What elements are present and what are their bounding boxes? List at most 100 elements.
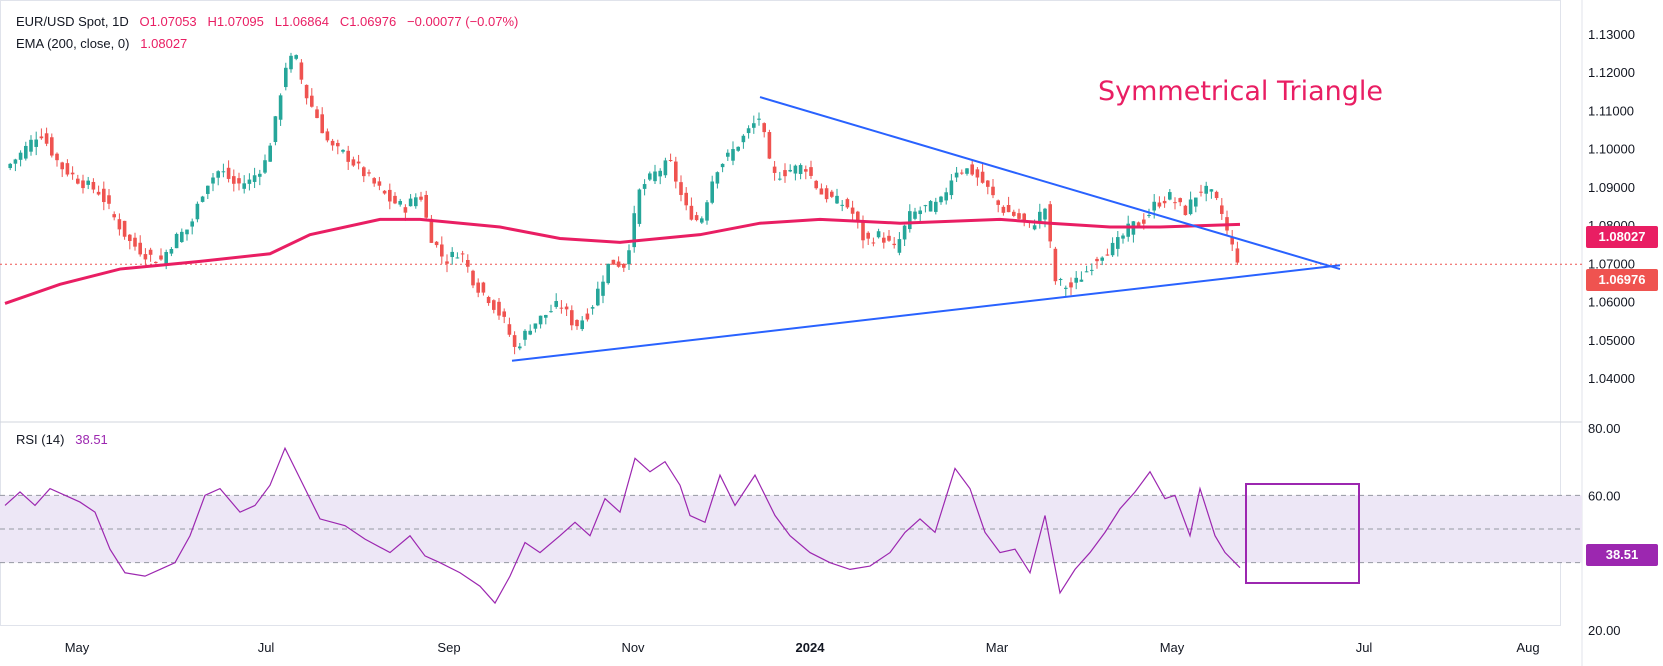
candle-body [29, 139, 33, 152]
candle-body [887, 235, 891, 241]
candle-body [356, 161, 361, 164]
candle-body [736, 146, 740, 151]
candle-body [434, 241, 439, 246]
candle-body [1188, 199, 1193, 215]
candle-body [382, 190, 387, 194]
candle-body [689, 205, 694, 220]
candle-body [996, 200, 1000, 205]
rsi-axis-ticks: 20.00 60.00 80.00 [1588, 421, 1621, 638]
candle-body [330, 140, 335, 146]
candle-body [195, 203, 200, 220]
candle-body [221, 171, 226, 173]
candle-body [1022, 213, 1026, 221]
candle-body [44, 133, 49, 144]
candle-body [1126, 223, 1130, 237]
candle-body [486, 297, 491, 304]
candle-body [154, 261, 158, 264]
candle-body [273, 116, 278, 143]
candle-body [819, 188, 824, 195]
candle-body [960, 172, 964, 174]
candle-body [720, 163, 725, 168]
candle-body [117, 219, 122, 230]
candle-body [190, 221, 194, 227]
price-tick-label: 1.07000 [1588, 256, 1635, 271]
candle-body [403, 207, 408, 213]
candle-body [554, 301, 558, 307]
candle-body [1053, 248, 1058, 282]
candle-body [752, 123, 756, 128]
candle-body [492, 300, 496, 310]
candle-body [523, 330, 527, 340]
candle-body [642, 184, 647, 189]
time-tick-label: May [1160, 640, 1185, 655]
triangle-lower-trendline[interactable] [511, 264, 1341, 362]
candle-body [471, 270, 475, 286]
candle-body [1199, 191, 1203, 193]
candle-body [1006, 205, 1011, 213]
candle-body [559, 307, 564, 309]
time-tick-label: Jul [258, 640, 275, 655]
candle-body [861, 220, 865, 241]
candle-body [986, 180, 990, 187]
candle-body [741, 135, 746, 143]
candle-body [1095, 258, 1099, 262]
candle-body [247, 179, 252, 184]
candle-body [622, 263, 626, 268]
low-value: L1.06864 [274, 14, 329, 29]
ema-header: EMA (200, close, 0) 1.08027 [16, 36, 187, 51]
candle-body [367, 172, 371, 174]
ema-label: EMA (200, close, 0) [16, 36, 130, 51]
candle-body [788, 169, 792, 172]
candle-body [8, 163, 12, 169]
candle-body [1084, 271, 1089, 273]
candle-body [731, 149, 735, 161]
rsi-tick-label: 60.00 [1588, 488, 1621, 503]
candle-body [549, 311, 553, 313]
candle-body [1012, 211, 1016, 216]
triangle-upper-trendline[interactable] [759, 96, 1341, 271]
candle-body [908, 211, 912, 230]
candle-body [632, 213, 636, 248]
candle-body [570, 310, 574, 326]
candle-body [445, 261, 449, 264]
candle-body [923, 205, 928, 207]
candle-body [377, 181, 382, 186]
candle-body [757, 118, 761, 120]
candle-body [148, 249, 153, 255]
candle-body [414, 197, 418, 207]
candle-body [637, 189, 642, 224]
candle-body [627, 250, 631, 265]
candle-body [653, 171, 657, 182]
candle-body [70, 172, 75, 175]
candle-body [1178, 198, 1182, 203]
candle-body [289, 55, 293, 70]
candle-body [866, 232, 870, 239]
candle-body [55, 153, 59, 161]
candle-body [258, 173, 262, 177]
triangle-annotation: Symmetrical Triangle [1098, 76, 1384, 107]
symbol-label: EUR/USD Spot, 1D [16, 14, 129, 29]
price-tick-label: 1.04000 [1588, 371, 1635, 386]
time-tick-label: Jul [1356, 640, 1373, 655]
price-axis-ticks: 1.040001.050001.060001.070001.080001.090… [1588, 27, 1635, 386]
candle-body [128, 234, 132, 242]
candle-body [726, 152, 730, 157]
candle-body [284, 67, 288, 88]
candle-body [372, 178, 376, 184]
candle-body [263, 160, 267, 173]
chart-frame [0, 0, 1561, 626]
candle-body [762, 123, 766, 133]
candle-body [830, 191, 834, 197]
candle-body [86, 180, 90, 185]
candle-body [544, 314, 548, 318]
candle-body [325, 131, 330, 141]
candle-body [1214, 191, 1219, 199]
candle-body [1162, 200, 1167, 204]
candle-body [143, 254, 148, 260]
candle-body [1194, 197, 1198, 207]
candle-body [216, 171, 220, 178]
candle-body [310, 95, 314, 107]
candle-body [705, 202, 709, 221]
candle-body [1157, 202, 1162, 207]
